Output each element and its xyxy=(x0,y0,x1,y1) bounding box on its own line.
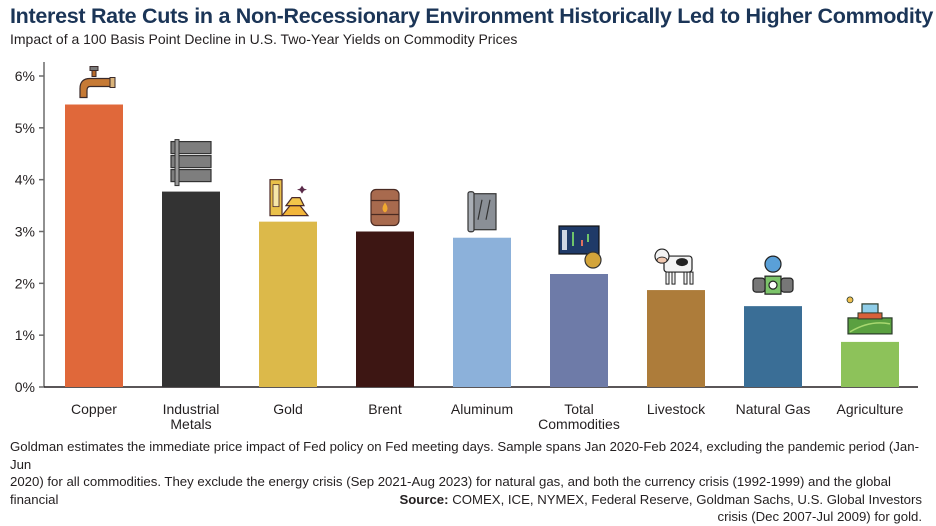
gas-pressure-gauge-icon xyxy=(752,255,794,295)
bar-brent xyxy=(356,231,414,387)
chart-title: Interest Rate Cuts in a Non-Recessionary… xyxy=(10,4,936,28)
bar-industrial-metals xyxy=(162,191,220,387)
x-tick-label: Aluminum xyxy=(451,401,513,417)
y-tick-label: 0% xyxy=(15,379,35,395)
x-axis-labels: Copper Industrial Metals Gold Brent Aluminum T… xyxy=(71,401,904,432)
bar-chart: 0% 1% 2% 3% 4% 5% 6% Copper Industrial Metals Gol… xyxy=(15,62,918,432)
gold-bars-icon xyxy=(269,179,310,217)
y-tick-label: 1% xyxy=(15,327,35,343)
y-tick-label: 6% xyxy=(15,68,35,84)
bar-agriculture xyxy=(841,341,899,387)
stock-chart-coin-icon xyxy=(558,225,602,269)
x-tick-label: Copper xyxy=(71,401,117,417)
bar-natural-gas xyxy=(744,306,802,387)
x-tick-label: Brent xyxy=(368,401,402,417)
source-note: Source: COMEX, ICE, NYMEX, Federal Reser… xyxy=(399,492,922,507)
bar-aluminum xyxy=(453,237,511,387)
source-label: Source: xyxy=(399,492,449,507)
y-tick-label: 3% xyxy=(15,224,35,240)
x-tick-label: Gold xyxy=(273,401,303,417)
bars xyxy=(65,104,899,387)
oil-barrel-icon xyxy=(370,188,400,227)
bar-icons xyxy=(79,66,893,335)
footnote-line-2: 2020) for all commodities. They exclude … xyxy=(10,474,891,507)
y-tick-label: 5% xyxy=(15,120,35,136)
footnote-line-3: crisis (Dec 2007-Jul 2009) for gold. xyxy=(717,509,923,524)
x-tick-label: Livestock xyxy=(647,401,706,417)
footnote: Goldman estimates the immediate price im… xyxy=(10,438,922,526)
x-tick-label: Agriculture xyxy=(837,401,904,417)
cow-icon xyxy=(654,248,694,285)
bar-livestock xyxy=(647,290,705,387)
x-tick-label: Industrial Metals xyxy=(163,401,220,432)
footnote-line-1: Goldman estimates the immediate price im… xyxy=(10,439,919,472)
faucet-icon xyxy=(79,66,116,99)
x-tick-label: Total Commodities xyxy=(538,401,620,432)
x-tick-label: Natural Gas xyxy=(736,401,811,417)
bar-gold xyxy=(259,221,317,387)
bar-copper xyxy=(65,104,123,387)
bar-total-commodities xyxy=(550,274,608,387)
metal-ingots-icon xyxy=(170,139,212,187)
y-tick-label: 2% xyxy=(15,275,35,291)
tractor-field-icon xyxy=(846,296,893,335)
y-tick-label: 4% xyxy=(15,172,35,188)
chart-subtitle: Impact of a 100 Basis Point Decline in U… xyxy=(10,31,518,47)
source-text: COMEX, ICE, NYMEX, Federal Reserve, Gold… xyxy=(448,492,922,507)
aluminum-sheet-roll-icon xyxy=(467,191,497,233)
